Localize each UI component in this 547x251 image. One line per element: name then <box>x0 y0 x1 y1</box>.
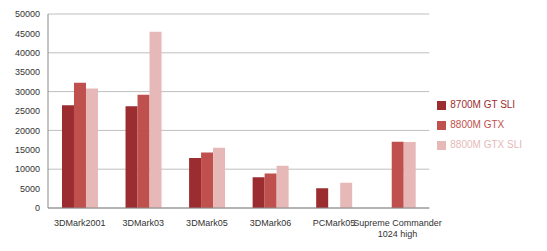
html-text:8800M GTX SLI: 8800M GTX SLI <box>450 139 522 150</box>
html-text:8800M GTX: 8800M GTX <box>450 119 505 130</box>
svg-text:10000: 10000 <box>15 164 40 174</box>
svg-text:PCMark05: PCMark05 <box>313 218 356 228</box>
svg-text:3DMark06: 3DMark06 <box>250 218 292 228</box>
svg-text:15000: 15000 <box>15 145 40 155</box>
svg-text:25000: 25000 <box>15 106 40 116</box>
svg-text:3DMark05: 3DMark05 <box>186 218 228 228</box>
svg-text:Supreme Commander1024 high: Supreme Commander1024 high <box>353 218 442 239</box>
html-text:8700M GT SLI: 8700M GT SLI <box>450 99 516 110</box>
svg-text:0: 0 <box>35 203 40 213</box>
svg-text:50000: 50000 <box>15 9 40 19</box>
svg-text:40000: 40000 <box>15 48 40 58</box>
svg-text:5000: 5000 <box>20 184 40 194</box>
svg-text:3DMark2001: 3DMark2001 <box>54 218 106 228</box>
svg-text:20000: 20000 <box>15 126 40 136</box>
svg-text:45000: 45000 <box>15 29 40 39</box>
svg-text:35000: 35000 <box>15 67 40 77</box>
svg-text:3DMark03: 3DMark03 <box>123 218 165 228</box>
svg-text:30000: 30000 <box>15 87 40 97</box>
